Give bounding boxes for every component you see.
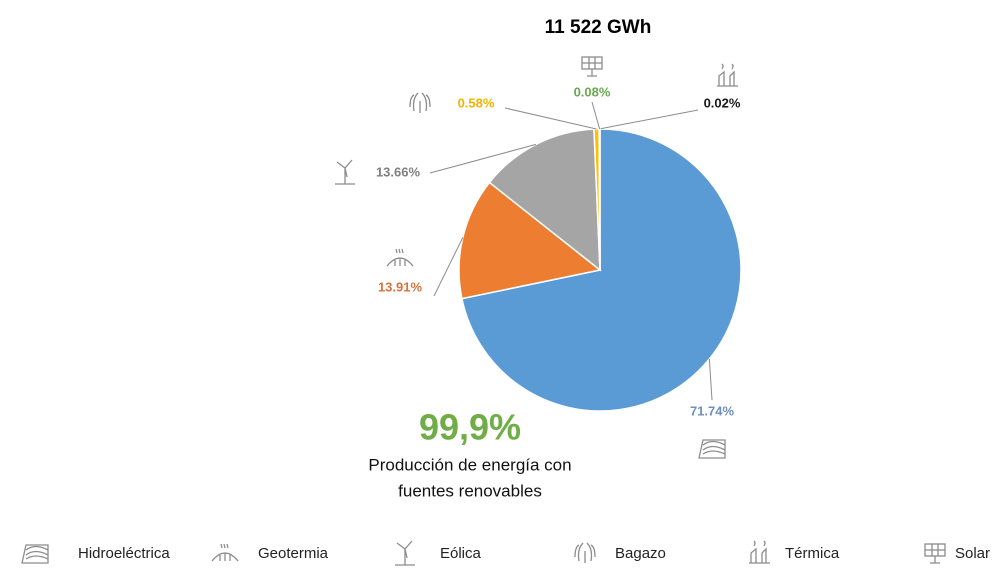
icon — [335, 159, 355, 185]
icon — [409, 92, 431, 113]
pie-slice — [598, 128, 601, 271]
icon — [21, 544, 49, 564]
icon-part — [698, 439, 726, 459]
icon-part — [717, 63, 738, 87]
icon — [924, 543, 946, 564]
icon-part — [394, 248, 406, 266]
icon — [211, 543, 239, 562]
pie-slice — [461, 128, 742, 412]
icon-part — [749, 540, 770, 564]
icon-part — [335, 159, 355, 185]
leader-line — [433, 237, 464, 297]
icon-part — [25, 545, 49, 560]
leader-line — [429, 143, 537, 174]
data-label: 13.66% — [376, 164, 421, 179]
icon-part — [702, 440, 726, 455]
icon — [386, 248, 414, 267]
icon-part — [395, 540, 415, 566]
legend-label: Geotermia — [258, 545, 329, 562]
leader-line — [599, 109, 699, 130]
annotation-value: 99,9% — [419, 407, 521, 448]
icon-part — [925, 544, 945, 564]
legend-label: Térmica — [785, 545, 840, 562]
icon — [698, 439, 726, 459]
pie-slice — [488, 128, 601, 272]
legend-label: Hidroeléctrica — [78, 545, 170, 562]
leader-line — [708, 358, 713, 401]
legend-label: Solar — [955, 545, 990, 562]
data-label: 0.58% — [458, 95, 495, 110]
icon-part — [582, 57, 602, 77]
icon — [395, 540, 415, 566]
icon-part — [219, 543, 231, 561]
icon — [574, 542, 596, 563]
data-label: 0.08% — [574, 84, 611, 99]
icon-part — [21, 544, 49, 564]
leader-line — [504, 107, 597, 130]
pie-slice — [458, 181, 602, 300]
icon — [717, 63, 738, 87]
annotation-text: fuentes renovables — [398, 481, 542, 500]
data-label: 13.91% — [378, 279, 423, 294]
chart-title: 11 522 GWh — [545, 17, 652, 38]
icon-part — [409, 92, 431, 113]
data-label: 71.74% — [690, 403, 735, 418]
icon — [581, 56, 603, 77]
legend-label: Eólica — [440, 545, 482, 562]
annotation-text: Producción de energía con — [368, 455, 571, 474]
icon — [749, 540, 770, 564]
legend-label: Bagazo — [615, 545, 666, 562]
data-label: 0.02% — [704, 95, 741, 110]
leader-line — [591, 101, 601, 130]
icon-part — [574, 542, 596, 563]
